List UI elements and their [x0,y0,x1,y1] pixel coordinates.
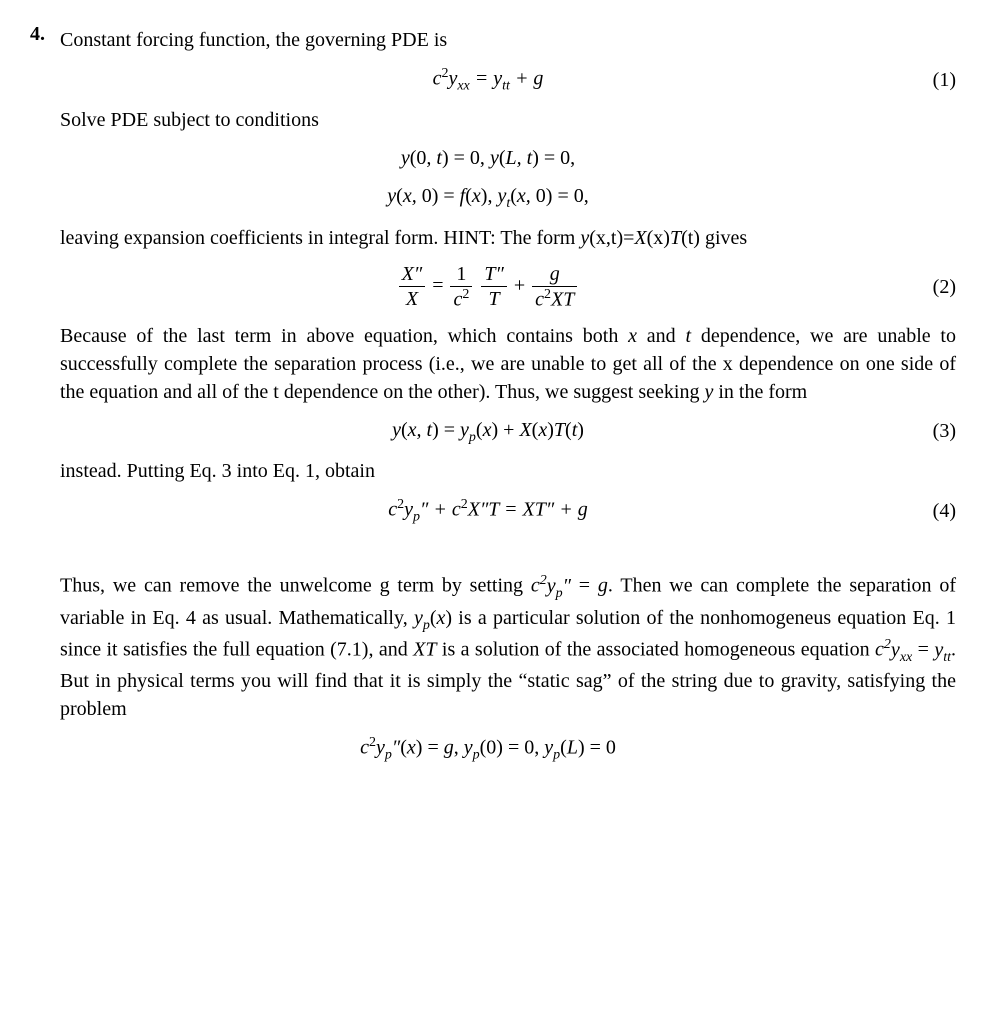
eq4-expr: c2yp″ + c2X″T = XT″ + g [60,495,916,527]
problem-4: 4. Constant forcing function, the govern… [30,20,956,776]
equation-5: c2yp″(x) = g, yp(0) = 0, yp(L) = 0 [60,733,956,765]
eq3-expr: y(x, t) = yp(x) + X(x)T(t) [60,416,916,448]
because-para: Because of the last term in above equati… [60,322,956,406]
intro-text: Constant forcing function, the governing… [60,26,956,54]
eq2-expr: X″X = 1c2 T″T + gc2XT [60,262,916,312]
instead-para: instead. Putting Eq. 3 into Eq. 1, obtai… [60,457,956,485]
equation-3: y(x, t) = yp(x) + X(x)T(t) (3) [60,416,956,448]
eq2-num: (2) [916,273,956,301]
equation-4: c2yp″ + c2X″T = XT″ + g (4) [60,495,956,527]
eq4-num: (4) [916,497,956,525]
eq1-num: (1) [916,66,956,94]
eq3-num: (3) [916,417,956,445]
hint-para: leaving expansion coefficients in integr… [60,224,956,252]
bc2-expr: y(x, 0) = f(x), yt(x, 0) = 0, [60,182,916,214]
problem-body: Constant forcing function, the governing… [60,20,956,776]
problem-number: 4. [30,20,60,48]
bc1-expr: y(0, t) = 0, y(L, t) = 0, [60,144,916,172]
solve-line: Solve PDE subject to conditions [60,106,956,134]
equation-2: X″X = 1c2 T″T + gc2XT (2) [60,262,956,312]
thus-para: Thus, we can remove the unwelcome g term… [60,571,956,723]
equation-1: c2yxx = ytt + g (1) [60,64,956,96]
bc-1: y(0, t) = 0, y(L, t) = 0, [60,144,956,172]
eq1-expr: c2yxx = ytt + g [60,64,916,96]
bc-2: y(x, 0) = f(x), yt(x, 0) = 0, [60,182,956,214]
eq5-expr: c2yp″(x) = g, yp(0) = 0, yp(L) = 0 [60,733,916,765]
